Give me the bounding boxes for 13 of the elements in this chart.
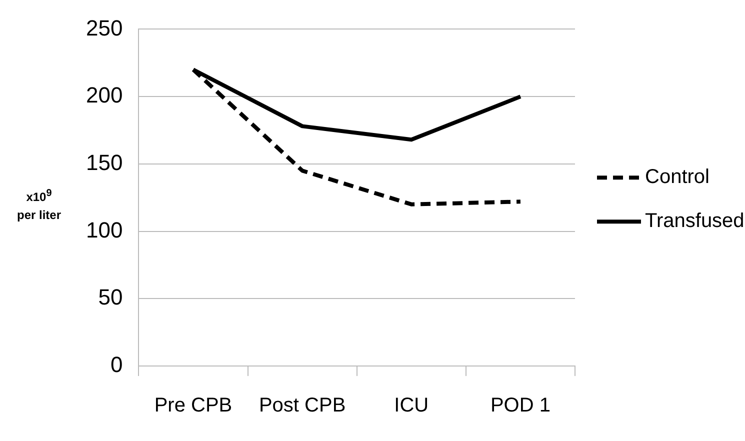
x-tick-label: Post CPB — [258, 394, 346, 417]
y-tick-label: 0 — [110, 352, 123, 378]
y-tick-label: 250 — [86, 15, 123, 40]
y-tick-label: 100 — [86, 217, 123, 242]
legend-label: Control — [645, 166, 710, 188]
y-tick-label: 50 — [98, 284, 123, 310]
y-tick-label: 150 — [86, 150, 123, 175]
y-tick-label: 200 — [86, 82, 123, 108]
legend-label: Transfused — [645, 210, 744, 232]
y-axis-title: x10$^{9}$ per liter — [16, 187, 62, 224]
x-tick-label: ICU — [394, 394, 429, 417]
x-tick-label: POD 1 — [490, 394, 550, 417]
x-tick-label: Pre CPB — [154, 394, 232, 417]
